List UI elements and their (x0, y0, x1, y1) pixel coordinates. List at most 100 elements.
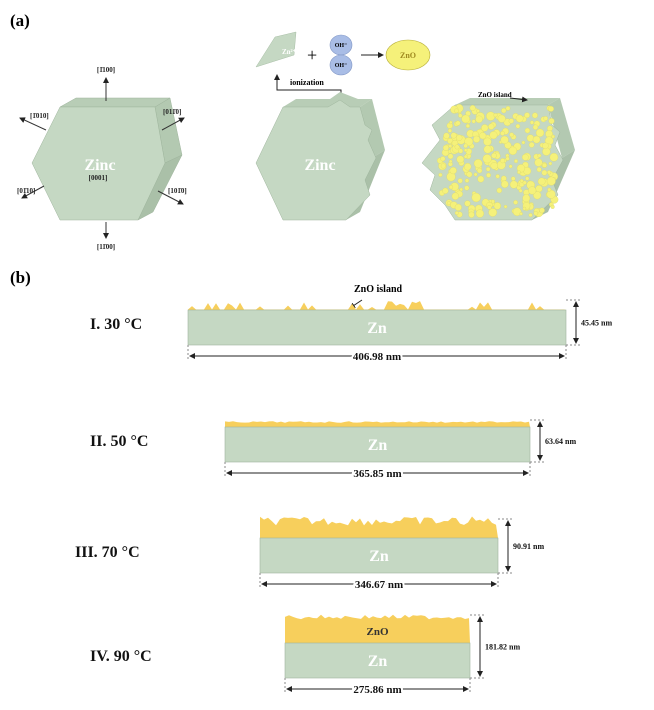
temperature-label: I. 30 °C (90, 316, 142, 333)
zno-particle (485, 166, 491, 172)
zno-particle (454, 108, 459, 114)
zno-particle (548, 161, 553, 166)
zn-substrate (259, 537, 499, 574)
direction-label: [01̄10] (17, 187, 35, 195)
hydroxide-label: OH⁻ (335, 43, 348, 49)
zno-particle (518, 188, 523, 193)
zno-particle (521, 140, 526, 145)
zno-particle (476, 167, 483, 174)
zno-particle (500, 175, 507, 182)
zno-particle (438, 172, 443, 177)
zinc-hexagon-crystal: Zinc [0001] [1̄100] [1̄010] [011̄0] [01̄… (17, 66, 187, 251)
zno-particle (447, 128, 452, 133)
zno-particle (475, 209, 484, 218)
zno-particle (463, 163, 472, 171)
etched-zinc-crystal: Zinc (255, 92, 385, 221)
zno-layer (225, 421, 530, 427)
zno-layer-label: ZnO (366, 626, 388, 638)
zno-particle (524, 112, 530, 119)
zno-product-label: ZnO (400, 51, 416, 60)
zn-substrate (284, 642, 471, 679)
zno-particle (457, 178, 463, 184)
zno-particle (535, 128, 545, 137)
zno-particle (483, 145, 492, 154)
ionization-reaction: Zn²⁺ + OH⁻ OH⁻ ZnO ionization (255, 31, 431, 100)
zno-particle (522, 206, 527, 211)
zno-particle (543, 116, 548, 121)
zno-particle (471, 119, 476, 124)
zno-particle (528, 186, 537, 195)
zno-particle (487, 205, 492, 210)
zno-particle (509, 132, 514, 138)
zno-particle (551, 134, 555, 139)
zno-particle (468, 211, 475, 218)
zno-particle (515, 123, 521, 129)
zno-layer (260, 516, 498, 538)
zno-particle (535, 185, 543, 193)
zno-particle (440, 163, 446, 169)
zno-particle (466, 171, 473, 178)
zno-particle (508, 164, 513, 169)
zno-particle (448, 159, 453, 164)
zno-particle (440, 156, 446, 162)
zno-particle (455, 120, 461, 126)
zno-particle (486, 111, 496, 121)
width-value: 346.67 nm (355, 579, 403, 591)
height-value: 181.82 nm (485, 643, 520, 652)
temperature-label: IV. 90 °C (90, 648, 152, 665)
sample-1: Zn I. 30 °C 406.98 nm 45.45 nm (90, 299, 612, 365)
zno-particle (446, 201, 451, 206)
width-value: 365.85 nm (353, 468, 401, 480)
zno-particle (490, 162, 498, 170)
zno-particle (486, 172, 491, 178)
zno-particle (483, 137, 492, 146)
zno-particle (537, 177, 546, 186)
zno-island-label-b: ZnO island (354, 284, 403, 295)
zno-particle (533, 211, 538, 216)
zno-island-label: ZnO island (478, 91, 512, 99)
zinc-label: Zinc (304, 157, 335, 174)
direction-label: [1̄010] (30, 112, 49, 120)
zno-particle (519, 178, 524, 183)
zn-label: Zn (368, 653, 388, 670)
zno-particle (509, 180, 518, 189)
zinc-ion-shape (255, 31, 297, 68)
zn-substrate (224, 426, 531, 463)
direction-label: [101̄0] (168, 187, 187, 195)
zno-particle (464, 200, 471, 207)
zno-particle (536, 166, 542, 173)
zno-particle (547, 187, 552, 192)
height-value: 90.91 nm (513, 542, 544, 551)
zno-particle (524, 127, 531, 134)
zno-particle (526, 134, 535, 142)
zno-particle (481, 124, 489, 132)
zno-particle (503, 204, 508, 209)
zno-particle (450, 132, 457, 139)
zno-particles (436, 104, 559, 218)
zno-particle (521, 153, 529, 161)
zno-particle (473, 135, 481, 143)
zno-particle (522, 180, 527, 185)
zno-particle (516, 164, 526, 173)
sample-2: Zn II. 50 °C 365.85 nm 63.64 nm (90, 419, 576, 482)
zno-particle (514, 159, 518, 163)
zno-particle (542, 162, 548, 168)
height-value: 63.64 nm (545, 437, 576, 446)
zno-particle (454, 203, 462, 211)
zno-particle (505, 106, 511, 111)
zno-particle (454, 211, 459, 215)
panel-b-label: (b) (10, 268, 31, 287)
zno-particle (547, 170, 552, 175)
zno-particle (476, 109, 480, 113)
zno-particle (532, 135, 541, 144)
zno-particle (463, 148, 468, 152)
zno-particle (500, 158, 506, 164)
zno-particle (528, 213, 533, 218)
zno-particle (454, 144, 460, 150)
zno-layer (285, 614, 470, 643)
zno-particle (539, 207, 545, 214)
zno-particle (456, 155, 465, 164)
zno-particle (464, 185, 470, 191)
zno-particle (491, 152, 497, 159)
zno-particle (548, 105, 554, 112)
